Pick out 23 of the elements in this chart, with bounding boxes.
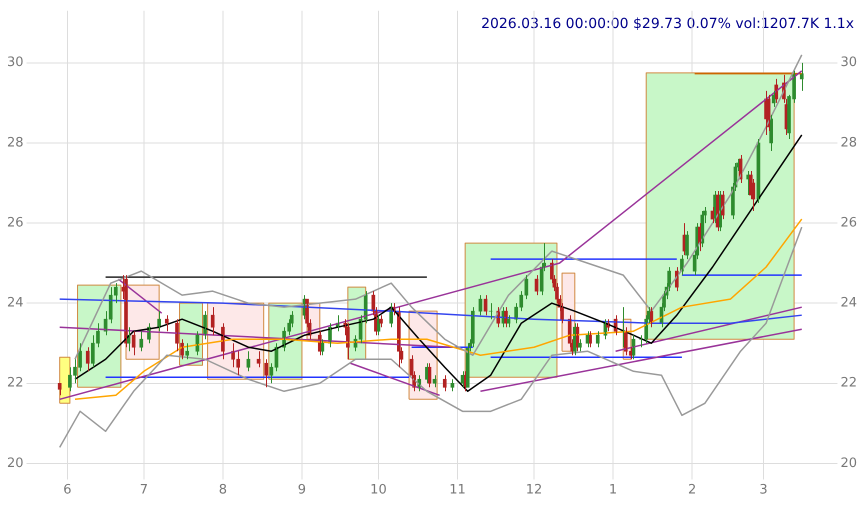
x-tick-label: 1 bbox=[608, 482, 618, 498]
y2-tick-label: 24 bbox=[840, 296, 858, 311]
chart-title: 2026.03.16 00:00:00 $29.73 0.07% vol:1207.7K 1.1x bbox=[481, 16, 854, 32]
y2-tick-label: 26 bbox=[840, 215, 858, 230]
x-tick-label: 12 bbox=[526, 482, 542, 498]
y-tick-label: 28 bbox=[6, 135, 24, 150]
x-tick-label: 3 bbox=[759, 482, 768, 498]
x-tick-label: 10 bbox=[370, 482, 387, 498]
y-tick-label: 22 bbox=[6, 376, 24, 391]
y-tick-label: 30 bbox=[6, 55, 24, 70]
x-tick-label: 6 bbox=[63, 482, 72, 498]
y2-tick-label: 22 bbox=[840, 376, 858, 391]
y-tick-label: 24 bbox=[6, 296, 24, 311]
x-tick-label: 8 bbox=[218, 482, 228, 498]
x-tick-label: 9 bbox=[298, 482, 306, 498]
y2-tick-label: 20 bbox=[840, 456, 858, 471]
y2-tick-label: 30 bbox=[840, 55, 858, 70]
y-tick-label: 26 bbox=[6, 215, 24, 230]
y2-tick-label: 28 bbox=[840, 135, 858, 150]
y-tick-label: 20 bbox=[6, 456, 24, 471]
x-tick-label: 11 bbox=[449, 482, 466, 498]
x-tick-label: 2 bbox=[688, 482, 696, 498]
x-tick-label: 7 bbox=[140, 482, 148, 498]
